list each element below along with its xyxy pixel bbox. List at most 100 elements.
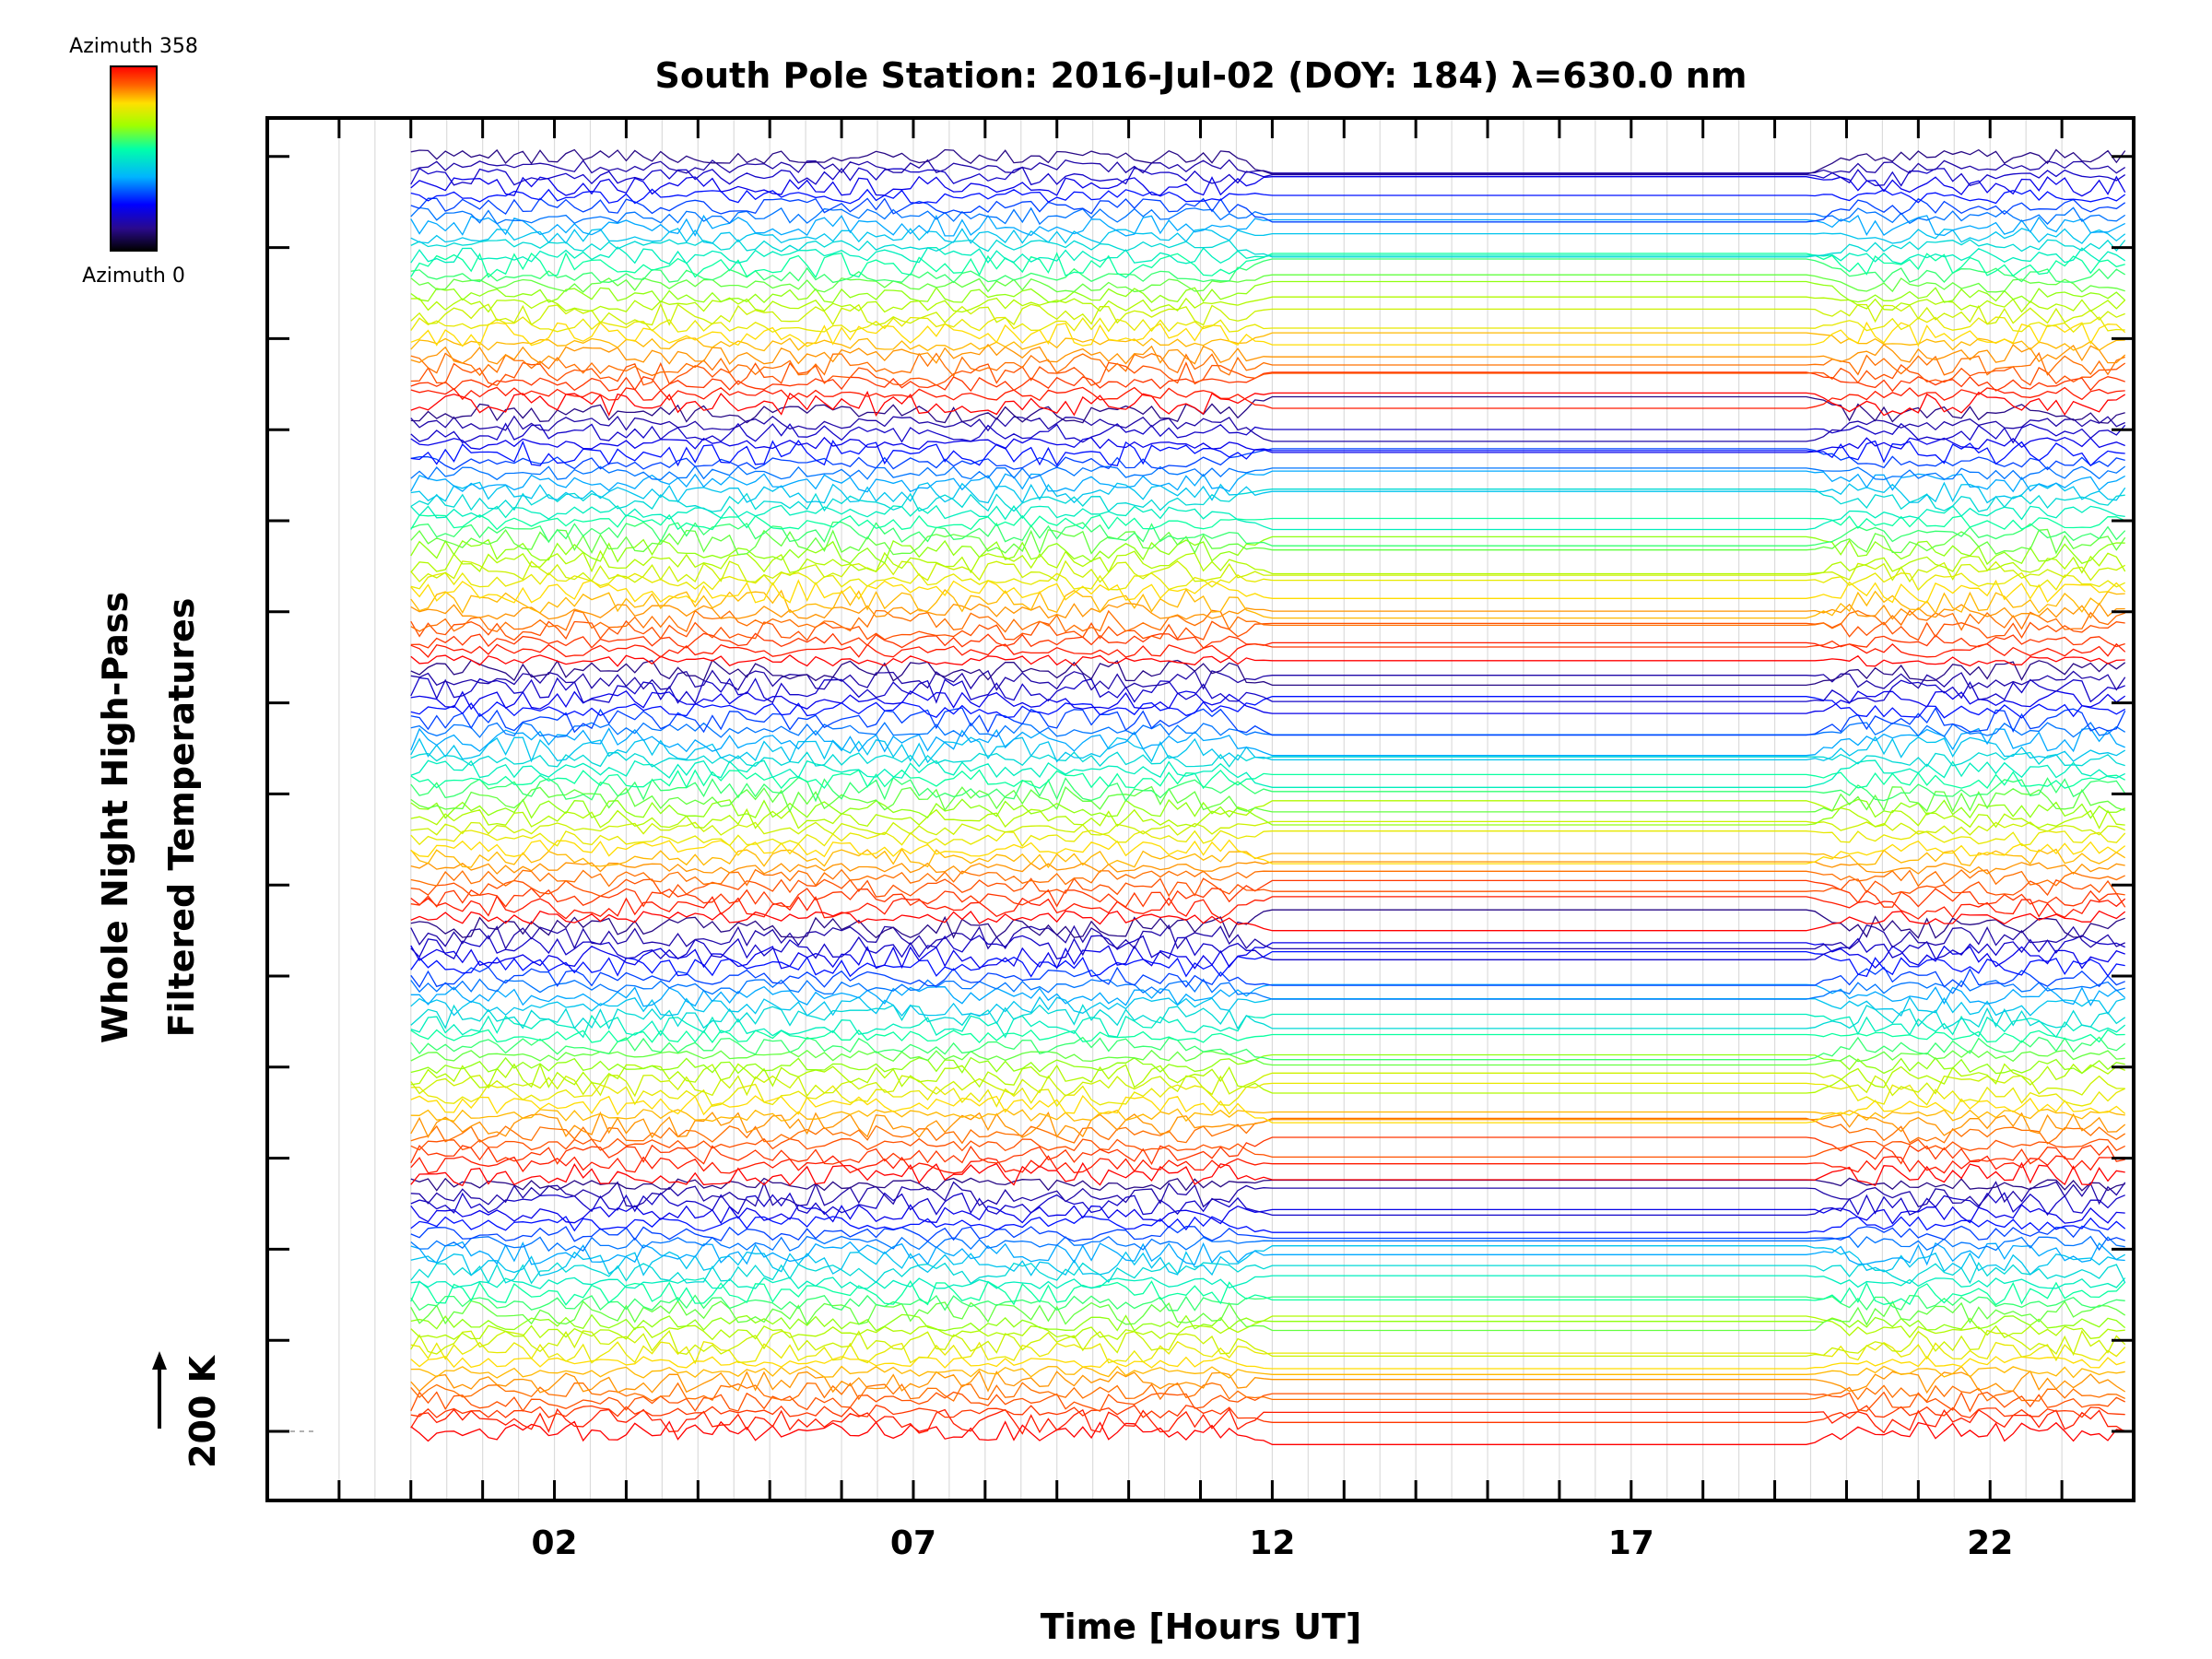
x-tick-label: 07 bbox=[890, 1524, 936, 1562]
x-axis-label: Time [Hours UT] bbox=[1041, 1606, 1362, 1647]
series-line bbox=[410, 1137, 2125, 1159]
series-line bbox=[410, 436, 2125, 453]
series-line bbox=[410, 343, 2126, 365]
series-line bbox=[410, 528, 2126, 556]
series-line bbox=[410, 751, 2125, 768]
series-line bbox=[410, 602, 2125, 620]
series-line bbox=[410, 488, 2125, 512]
series-line bbox=[410, 722, 2126, 738]
series-line bbox=[410, 571, 2125, 592]
axes bbox=[265, 116, 2136, 1502]
series-line bbox=[410, 1117, 2126, 1145]
series-line bbox=[410, 1111, 2126, 1139]
series-line bbox=[410, 1049, 2125, 1066]
series-line bbox=[410, 759, 2125, 788]
series-line bbox=[410, 274, 2125, 293]
x-tick-label: 22 bbox=[1967, 1524, 2013, 1562]
series-line bbox=[410, 689, 2126, 714]
series-line bbox=[410, 1136, 2125, 1166]
series-line bbox=[410, 159, 2126, 174]
series-line bbox=[410, 166, 2126, 187]
series-line bbox=[410, 1108, 2125, 1123]
series-line bbox=[410, 966, 2125, 988]
series-line bbox=[410, 321, 2126, 347]
colorbar-bottom-label: Azimuth 0 bbox=[82, 265, 185, 288]
series-line bbox=[410, 983, 2126, 1007]
series-line bbox=[410, 197, 2126, 223]
series-line bbox=[410, 1329, 2126, 1358]
series-line bbox=[410, 465, 2126, 481]
series-line bbox=[410, 1063, 2125, 1094]
series-line bbox=[410, 609, 2125, 633]
y-axis-label-line1: Whole Night High-Pass bbox=[95, 592, 135, 1043]
series-line bbox=[410, 820, 2125, 836]
series-line bbox=[410, 559, 2126, 583]
series-line bbox=[410, 1161, 2125, 1187]
series-line bbox=[410, 1192, 2125, 1217]
series-line bbox=[410, 513, 2125, 531]
series-line bbox=[410, 1279, 2126, 1306]
series-line bbox=[410, 1013, 2126, 1039]
series-line bbox=[410, 422, 2126, 444]
series-line bbox=[410, 696, 2126, 719]
series-line bbox=[410, 386, 2125, 409]
series-line bbox=[410, 707, 2126, 736]
series-line bbox=[410, 246, 2126, 265]
series-line bbox=[410, 669, 2126, 691]
series-line bbox=[410, 148, 2126, 175]
series-line bbox=[410, 659, 2126, 687]
series-line bbox=[410, 481, 2126, 504]
series-line bbox=[410, 206, 2126, 226]
series-line bbox=[410, 1241, 2125, 1266]
series-line bbox=[410, 935, 2125, 960]
series-line bbox=[410, 1036, 2126, 1061]
series-line bbox=[410, 1315, 2125, 1341]
series-line bbox=[410, 1029, 2125, 1044]
series-line bbox=[410, 1407, 2126, 1435]
colorbar: Azimuth 358 Azimuth 0 bbox=[69, 35, 198, 288]
series-line bbox=[410, 549, 2126, 575]
series-line bbox=[410, 1072, 2125, 1098]
series-line bbox=[410, 1365, 2125, 1379]
series-line bbox=[410, 848, 2126, 869]
series-line bbox=[410, 1225, 2125, 1242]
series-line bbox=[410, 1094, 2126, 1124]
series-line bbox=[410, 302, 2125, 326]
series-line bbox=[410, 924, 2125, 950]
series-line bbox=[410, 839, 2126, 865]
series-line bbox=[410, 735, 2126, 764]
series-line bbox=[410, 1261, 2126, 1285]
series-line bbox=[410, 942, 2125, 970]
series-line bbox=[410, 371, 2125, 393]
series-line bbox=[410, 1294, 2125, 1312]
series-line bbox=[410, 877, 2125, 899]
scale-indicator: 200 K bbox=[152, 1351, 223, 1468]
series-line bbox=[410, 1356, 2125, 1370]
scale-arrow-head bbox=[152, 1351, 167, 1370]
series-line bbox=[410, 1300, 2126, 1332]
series-line bbox=[410, 395, 2125, 424]
series-line bbox=[410, 361, 2126, 386]
series-line bbox=[410, 910, 2126, 932]
series-line bbox=[410, 588, 2125, 619]
series-line bbox=[410, 1404, 2125, 1423]
series-line bbox=[410, 1245, 2126, 1277]
series-line bbox=[410, 769, 2126, 790]
series-line bbox=[410, 1313, 2126, 1332]
series-line bbox=[410, 521, 2126, 547]
series-line bbox=[410, 1181, 2126, 1208]
series-line bbox=[410, 1391, 2125, 1413]
x-tick-label: 17 bbox=[1608, 1524, 1654, 1562]
series-line bbox=[410, 1370, 2126, 1394]
series-line bbox=[410, 653, 2125, 667]
series-line bbox=[410, 950, 2125, 978]
series-line bbox=[410, 879, 2126, 908]
series-line bbox=[410, 316, 2125, 334]
series-line bbox=[410, 798, 2125, 826]
series-line bbox=[410, 470, 2126, 493]
series-line bbox=[410, 1204, 2125, 1225]
series-line bbox=[410, 978, 2125, 1000]
series-line bbox=[410, 632, 2125, 649]
x-tick-labels: 02 07 12 17 22 bbox=[531, 1524, 2013, 1562]
